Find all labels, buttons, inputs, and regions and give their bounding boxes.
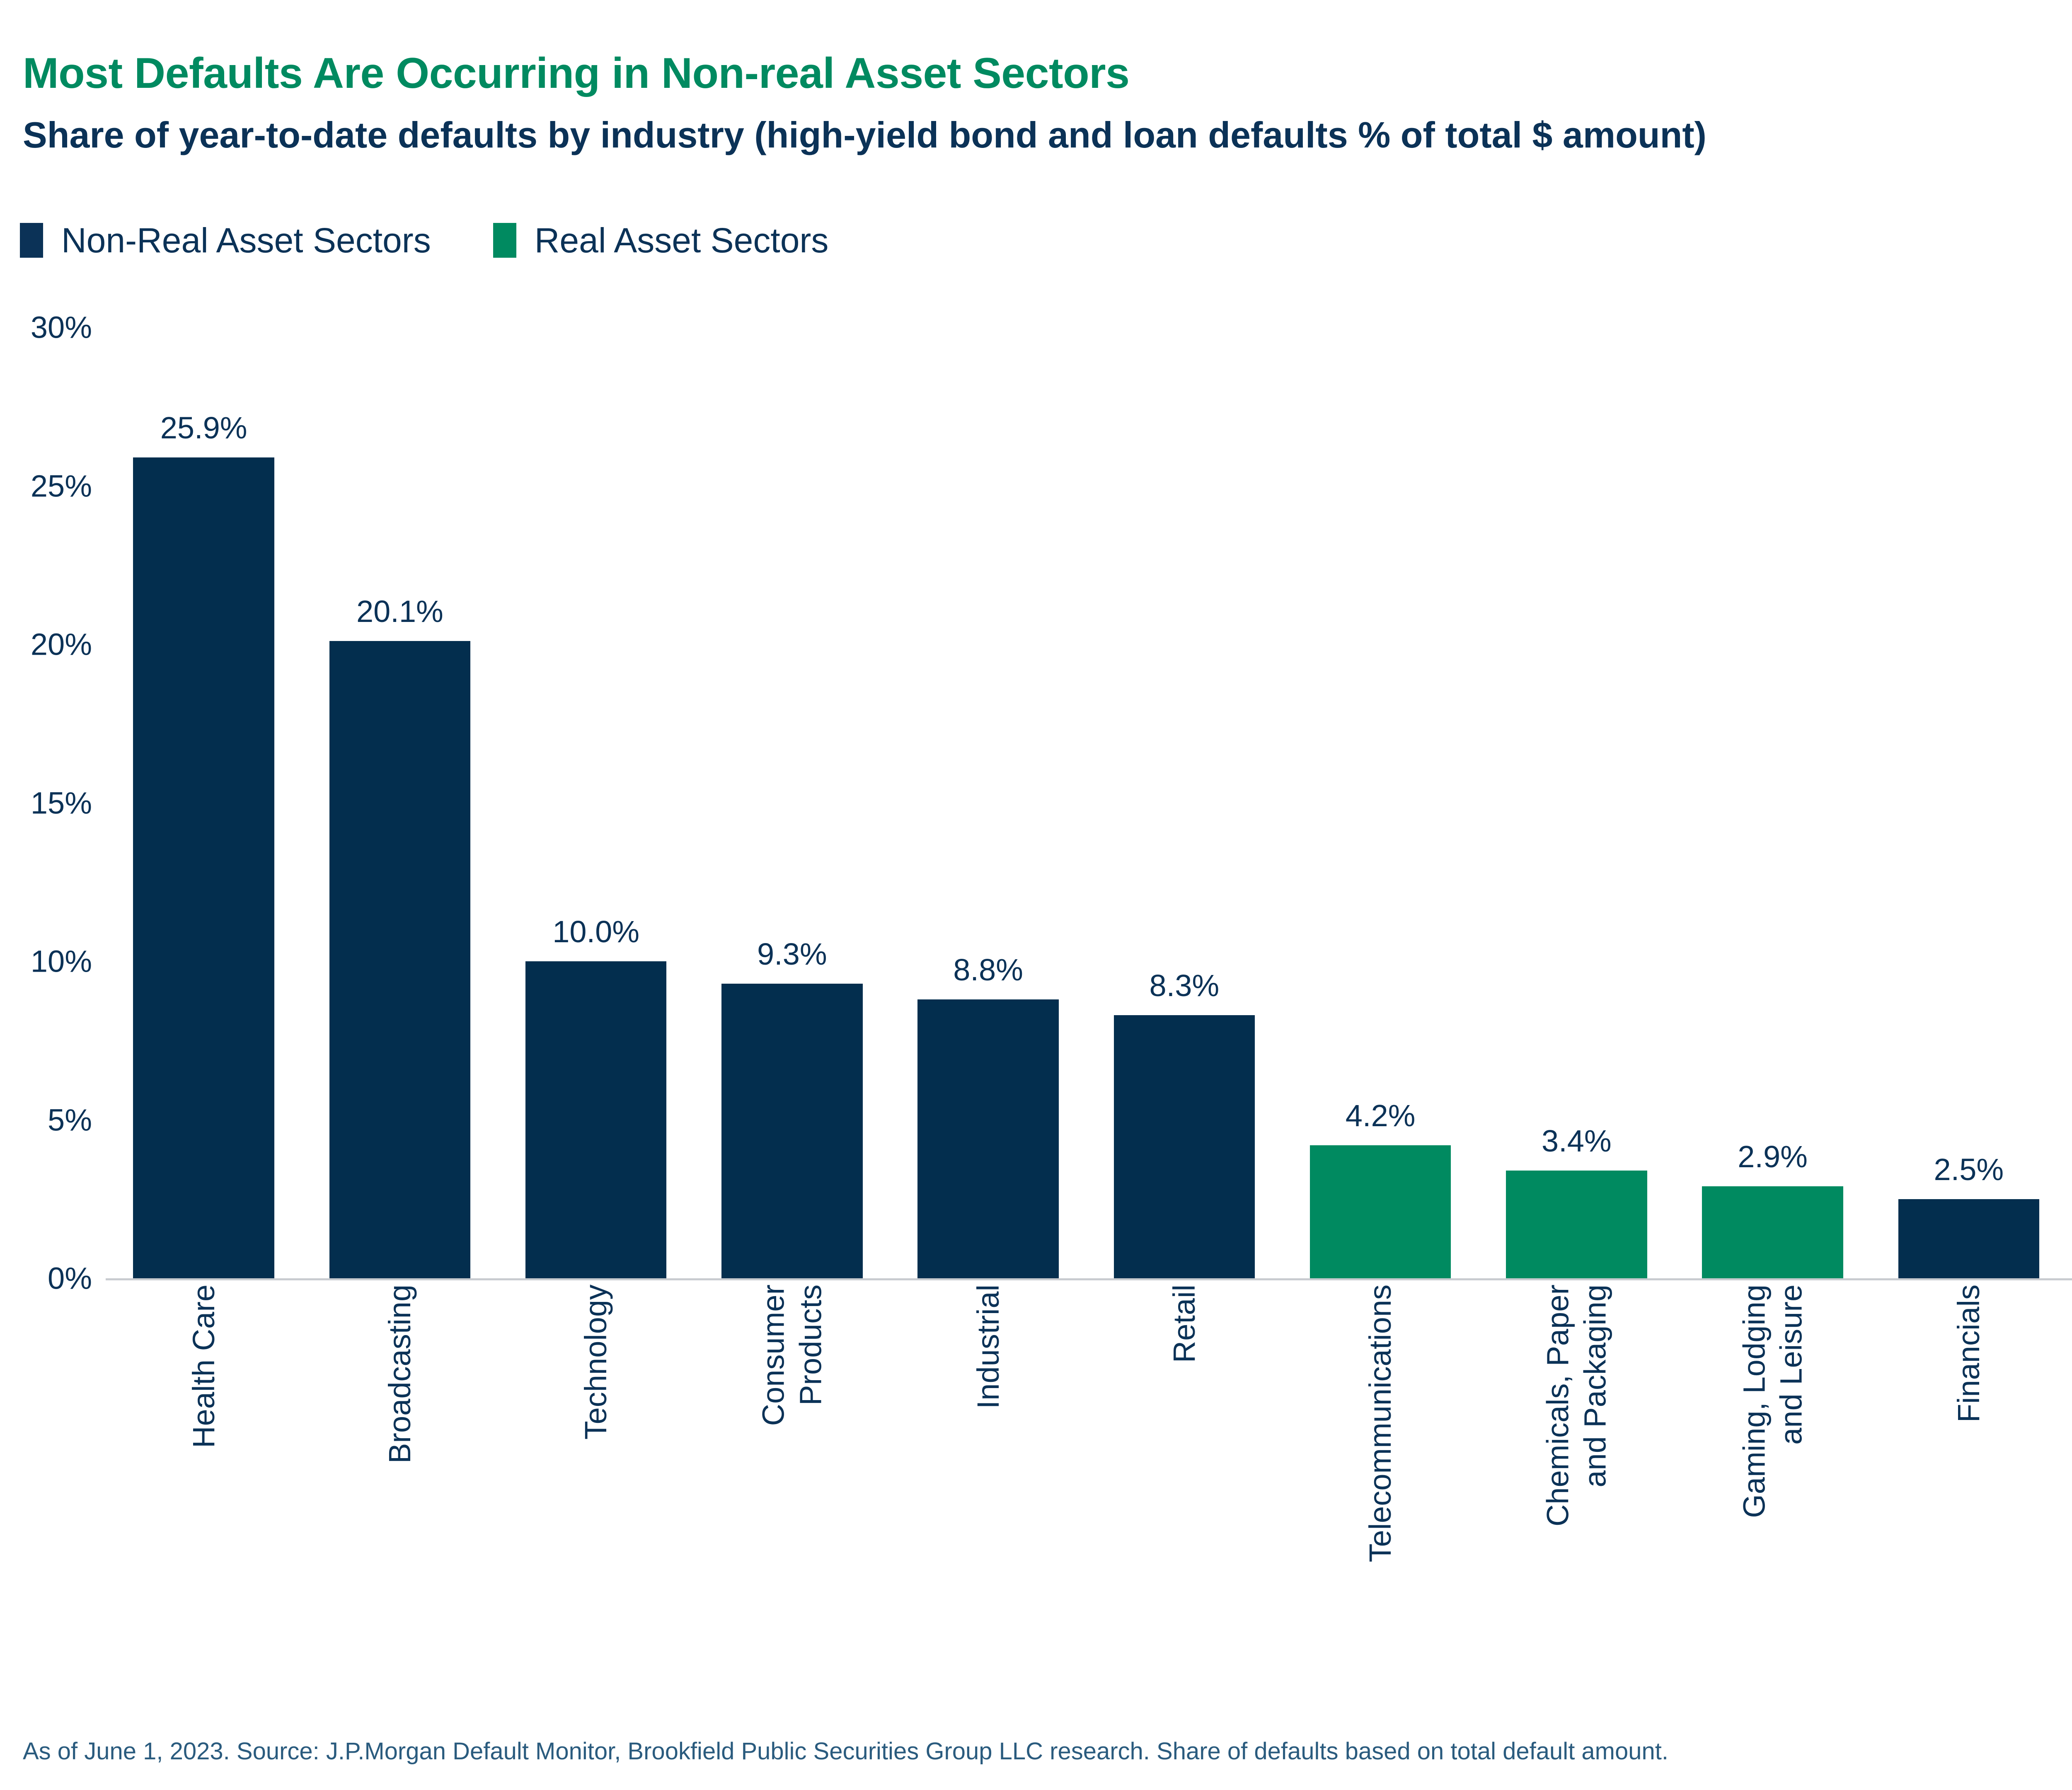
x-axis-label-slot[interactable]: Consumer Products bbox=[694, 1284, 890, 1707]
x-axis-label-line: Products bbox=[793, 1284, 828, 1406]
bar-value-label: 8.8% bbox=[953, 952, 1023, 987]
x-axis-category-label: Broadcasting bbox=[382, 1284, 417, 1463]
y-axis-tick-label: 15% bbox=[30, 786, 92, 820]
bar-rect[interactable] bbox=[1898, 1199, 2040, 1278]
bar-slot[interactable]: 20.1% bbox=[302, 327, 498, 1278]
legend-item[interactable]: Non-Real Asset Sectors bbox=[20, 223, 431, 258]
y-axis-tick-label: 5% bbox=[48, 1103, 92, 1137]
bar-series: 25.9% 20.1% 10.0% 9.3% 8.8% 8.3% 4.2% 3.4% 2.9% 2… bbox=[106, 327, 2072, 1278]
bar-rect[interactable] bbox=[133, 457, 274, 1278]
x-axis-label-line: Technology bbox=[579, 1284, 613, 1440]
x-axis-category-label: Gaming, Lodging and Leisure bbox=[1736, 1284, 1808, 1518]
bar-slot[interactable]: 25.9% bbox=[106, 327, 302, 1278]
bar-value-label: 9.3% bbox=[757, 936, 827, 971]
x-axis-category-label: Technology bbox=[579, 1284, 613, 1440]
x-axis-label-line: Health Care bbox=[186, 1284, 221, 1448]
x-axis-label-slot[interactable]: Telecommunications bbox=[1283, 1284, 1479, 1707]
bar-rect[interactable] bbox=[525, 961, 667, 1278]
legend-item[interactable]: Real Asset Sectors bbox=[493, 221, 829, 260]
bar-slot[interactable]: 9.3% bbox=[694, 327, 890, 1278]
bars-container: 25.9% 20.1% 10.0% 9.3% 8.8% 8.3% 4.2% 3.4% 2.9% 2… bbox=[106, 327, 2072, 1280]
footnote: As of June 1, 2023. Source: J.P.Morgan D… bbox=[23, 1738, 1668, 1765]
bar-value-label: 20.1% bbox=[356, 594, 443, 629]
x-axis-label-line: and Leisure bbox=[1774, 1284, 1808, 1445]
x-axis-label-line: Industrial bbox=[971, 1284, 1005, 1409]
bar-value-label: 25.9% bbox=[160, 410, 247, 445]
x-axis-label-line: Chemicals, Paper bbox=[1540, 1284, 1575, 1527]
legend: Non-Real Asset Sectors Real Asset Sectors bbox=[20, 223, 828, 258]
x-axis-label-line: Broadcasting bbox=[382, 1284, 417, 1463]
x-axis-label-slot[interactable]: Services bbox=[2067, 1284, 2072, 1707]
x-axis-category-label: Health Care bbox=[186, 1284, 221, 1448]
x-axis-label-line: Consumer bbox=[756, 1284, 791, 1426]
x-axis-label-slot[interactable]: Retail bbox=[1086, 1284, 1282, 1707]
y-axis-tick-label: 30% bbox=[30, 310, 92, 345]
x-axis-category-label: Retail bbox=[1167, 1284, 1202, 1363]
x-axis-category-label: Telecommunications bbox=[1363, 1284, 1398, 1563]
x-axis-category-label: Financials bbox=[1951, 1284, 1986, 1423]
bar-value-label: 3.4% bbox=[1542, 1123, 1612, 1158]
x-axis-label-slot[interactable]: Technology bbox=[498, 1284, 694, 1707]
bar-slot[interactable]: 8.3% bbox=[1086, 327, 1282, 1278]
x-axis-line bbox=[106, 1278, 2072, 1280]
bar-value-label: 1.9% bbox=[2067, 1173, 2072, 1204]
x-axis-label-slot[interactable]: Health Care bbox=[106, 1284, 302, 1707]
x-axis-label-slot[interactable]: Chemicals, Paper and Packaging bbox=[1479, 1284, 1675, 1707]
bar-slot[interactable]: 4.2% bbox=[1283, 327, 1479, 1278]
x-axis-labels: Health Care Broadcasting Technology Consume… bbox=[106, 1284, 2072, 1707]
legend-item-label: Real Asset Sectors bbox=[534, 221, 829, 260]
y-axis: 0% 5% 10% 15% 20% 25% 30% bbox=[0, 310, 104, 1296]
x-axis-label-slot[interactable]: Gaming, Lodging and Leisure bbox=[1675, 1284, 1871, 1707]
bar-rect[interactable] bbox=[1310, 1145, 1451, 1278]
chart-subtitle: Share of year-to-date defaults by indust… bbox=[23, 114, 1706, 156]
bar-rect[interactable] bbox=[917, 999, 1059, 1278]
x-axis-label-slot[interactable]: Broadcasting bbox=[302, 1284, 498, 1707]
bar-slot[interactable]: 2.9% bbox=[1675, 327, 1871, 1278]
y-axis-tick-label: 0% bbox=[48, 1261, 92, 1296]
bar-slot[interactable]: 1.9% bbox=[2067, 327, 2072, 1278]
x-axis-category-label: Chemicals, Paper and Packaging bbox=[1540, 1284, 1612, 1527]
y-axis-tick-label: 20% bbox=[30, 627, 92, 662]
bar-slot[interactable]: 2.5% bbox=[1871, 327, 2067, 1278]
x-axis-label-slot[interactable]: Financials bbox=[1871, 1284, 2067, 1707]
legend-item-label: Non-Real Asset Sectors bbox=[61, 221, 431, 260]
bar-value-label: 2.9% bbox=[1738, 1139, 1808, 1174]
x-axis-label-line: Financials bbox=[1951, 1284, 1986, 1423]
x-axis-category-label: Consumer Products bbox=[756, 1284, 828, 1426]
y-axis-tick-label: 10% bbox=[30, 944, 92, 979]
bar-value-label: 4.2% bbox=[1345, 1098, 1416, 1133]
bar-slot[interactable]: 3.4% bbox=[1479, 327, 1675, 1278]
x-axis-category-label: Industrial bbox=[971, 1284, 1005, 1409]
bar-rect[interactable] bbox=[1113, 1015, 1255, 1278]
plot-area: 0% 5% 10% 15% 20% 25% 30% 25.9% 20.1% 10.0% 9.3% 8… bbox=[0, 310, 2072, 1296]
x-axis-label-line: Retail bbox=[1167, 1284, 1202, 1363]
bar-value-label: 2.5% bbox=[1934, 1152, 2004, 1187]
chart-header: Most Defaults Are Occurring in Non-real … bbox=[23, 50, 2072, 155]
bar-value-label: 10.0% bbox=[552, 914, 640, 949]
bar-slot[interactable]: 10.0% bbox=[498, 327, 694, 1278]
legend-swatch-navy bbox=[20, 223, 43, 258]
x-axis-label-slot[interactable]: Industrial bbox=[890, 1284, 1086, 1707]
page-title: Most Defaults Are Occurring in Non-real … bbox=[23, 49, 1130, 97]
bar-slot[interactable]: 8.8% bbox=[890, 327, 1086, 1278]
x-axis-label-line: Telecommunications bbox=[1363, 1284, 1398, 1563]
bar-value-label: 8.3% bbox=[1149, 968, 1220, 1003]
bar-rect[interactable] bbox=[1506, 1170, 1647, 1278]
x-axis-label-line: and Packaging bbox=[1578, 1284, 1612, 1488]
y-axis-tick-label: 25% bbox=[30, 469, 92, 503]
bar-rect[interactable] bbox=[329, 641, 471, 1278]
legend-swatch-green bbox=[493, 223, 516, 258]
bar-rect[interactable] bbox=[1702, 1186, 1843, 1278]
x-axis-label-line: Gaming, Lodging bbox=[1736, 1284, 1771, 1518]
bar-rect[interactable] bbox=[721, 983, 863, 1278]
